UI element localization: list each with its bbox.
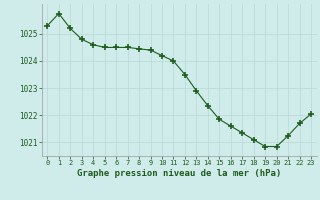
X-axis label: Graphe pression niveau de la mer (hPa): Graphe pression niveau de la mer (hPa) (77, 169, 281, 178)
